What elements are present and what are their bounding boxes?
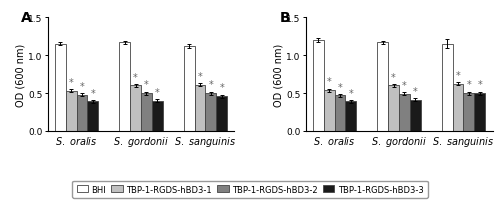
Text: *: *: [155, 87, 160, 97]
Bar: [66, 91, 76, 131]
Text: *: *: [456, 71, 460, 81]
Bar: [474, 94, 486, 131]
Bar: [442, 45, 452, 131]
Bar: [194, 85, 205, 131]
Text: *: *: [144, 80, 149, 90]
Text: *: *: [326, 77, 332, 87]
Bar: [119, 43, 130, 131]
Bar: [334, 96, 345, 131]
Text: *: *: [348, 88, 354, 98]
Bar: [324, 90, 334, 131]
Bar: [88, 102, 99, 131]
Text: *: *: [220, 83, 224, 93]
Bar: [346, 102, 356, 131]
Bar: [54, 45, 66, 131]
Text: *: *: [68, 78, 73, 87]
Text: *: *: [338, 82, 342, 92]
Bar: [452, 85, 464, 131]
Text: A: A: [22, 11, 32, 25]
Text: *: *: [133, 72, 138, 82]
Bar: [216, 97, 228, 131]
Bar: [377, 43, 388, 131]
Bar: [130, 86, 141, 131]
Y-axis label: OD (600 nm): OD (600 nm): [16, 43, 26, 106]
Y-axis label: OD (600 nm): OD (600 nm): [274, 43, 283, 106]
Text: B: B: [280, 11, 290, 25]
Bar: [399, 94, 410, 131]
Text: *: *: [413, 87, 418, 97]
Bar: [464, 94, 474, 131]
Bar: [206, 94, 216, 131]
Bar: [141, 94, 152, 131]
Bar: [184, 47, 194, 131]
Bar: [410, 100, 421, 131]
Bar: [152, 101, 163, 131]
Text: *: *: [402, 81, 407, 90]
Text: *: *: [90, 88, 96, 98]
Bar: [388, 86, 399, 131]
Text: *: *: [391, 72, 396, 82]
Legend: BHI, TBP-1-RGDS-hBD3-1, TBP-1-RGDS-hBD3-2, TBP-1-RGDS-hBD3-3: BHI, TBP-1-RGDS-hBD3-1, TBP-1-RGDS-hBD3-…: [72, 181, 428, 198]
Bar: [76, 95, 88, 131]
Bar: [312, 41, 324, 131]
Text: *: *: [466, 80, 471, 90]
Text: *: *: [208, 80, 214, 90]
Text: *: *: [478, 80, 482, 90]
Text: *: *: [80, 81, 84, 91]
Text: *: *: [198, 72, 202, 82]
